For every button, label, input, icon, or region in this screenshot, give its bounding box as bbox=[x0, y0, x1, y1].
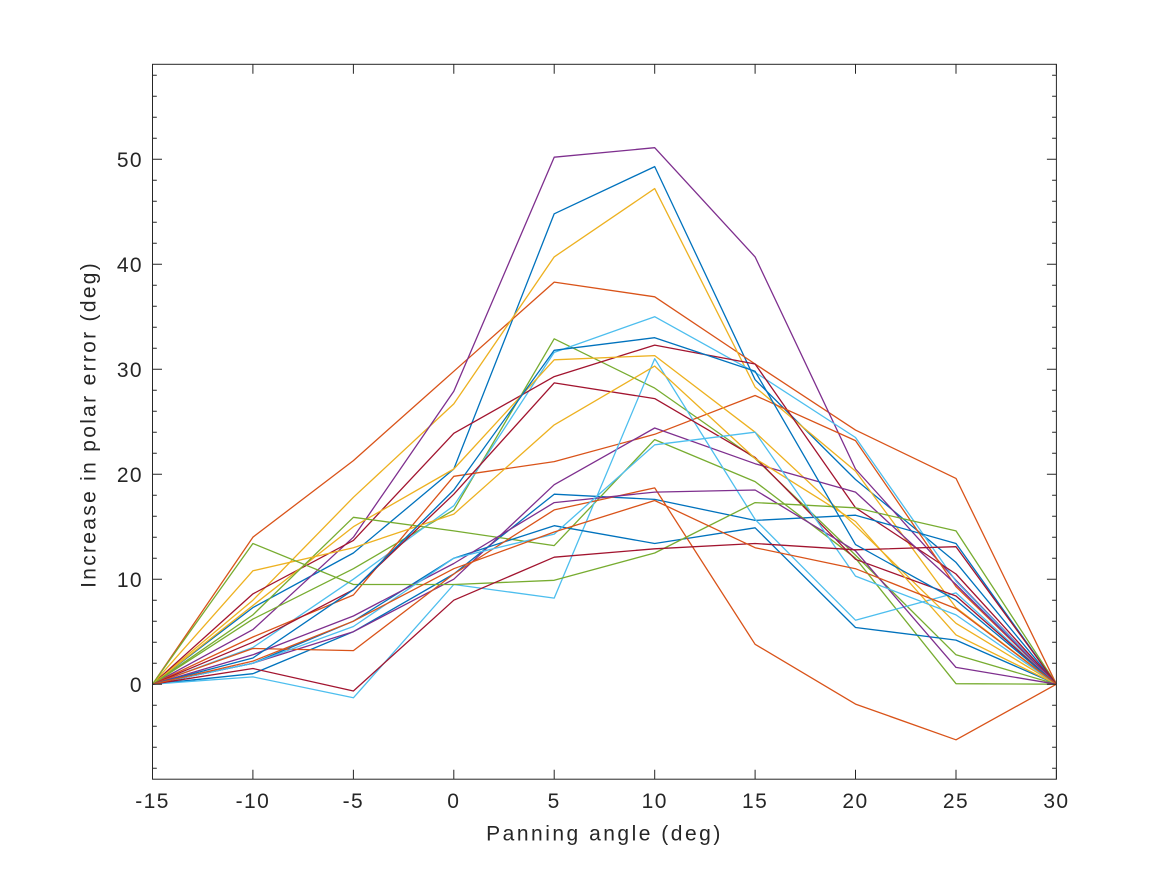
svg-text:Panning angle (deg): Panning angle (deg) bbox=[486, 823, 723, 846]
svg-text:10: 10 bbox=[642, 790, 668, 813]
svg-text:5: 5 bbox=[548, 790, 561, 813]
svg-text:20: 20 bbox=[117, 464, 143, 487]
svg-text:40: 40 bbox=[117, 254, 143, 277]
svg-text:-10: -10 bbox=[236, 790, 271, 813]
svg-text:-15: -15 bbox=[135, 790, 170, 813]
svg-text:30: 30 bbox=[117, 359, 143, 382]
svg-text:0: 0 bbox=[447, 790, 460, 813]
svg-text:15: 15 bbox=[742, 790, 768, 813]
svg-text:20: 20 bbox=[842, 790, 868, 813]
svg-text:25: 25 bbox=[943, 790, 969, 813]
svg-text:50: 50 bbox=[117, 149, 143, 172]
svg-text:-5: -5 bbox=[343, 790, 364, 813]
svg-text:Increase in polar error (deg): Increase in polar error (deg) bbox=[78, 261, 101, 588]
svg-text:30: 30 bbox=[1043, 790, 1069, 813]
svg-text:10: 10 bbox=[117, 569, 143, 592]
svg-text:0: 0 bbox=[130, 674, 143, 697]
